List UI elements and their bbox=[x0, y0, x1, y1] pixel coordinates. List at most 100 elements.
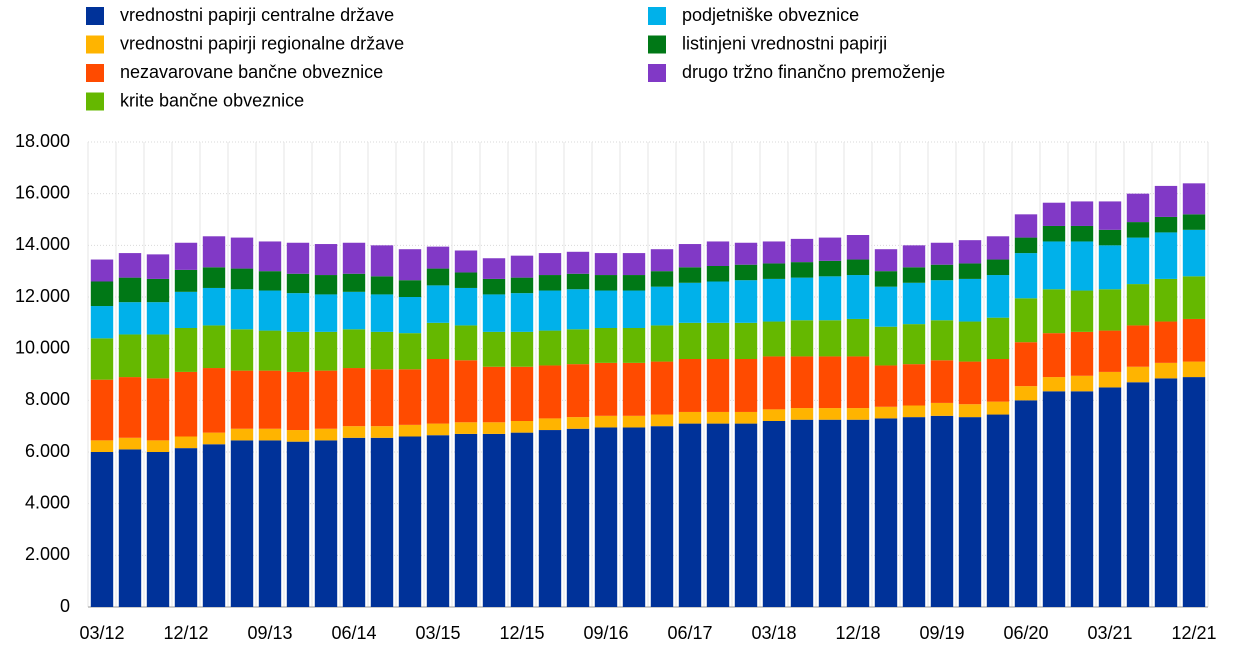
legend-label: listinjeni vrednostni papirji bbox=[682, 33, 887, 53]
bar-segment bbox=[1154, 378, 1178, 607]
bar-segment bbox=[650, 286, 674, 326]
bar-segment bbox=[678, 411, 702, 424]
bar-segment bbox=[342, 273, 366, 292]
legend-swatch bbox=[86, 92, 104, 111]
bar-segment bbox=[874, 418, 898, 607]
bar-segment bbox=[902, 405, 926, 418]
legend-label: vrednostni papirji centralne države bbox=[120, 5, 394, 25]
bar-segment bbox=[174, 328, 198, 372]
y-tick-label: 12.000 bbox=[15, 286, 70, 306]
bar-segment bbox=[566, 329, 590, 365]
bar-segment bbox=[986, 317, 1010, 359]
bar-segment bbox=[846, 318, 870, 357]
bar-segment bbox=[846, 356, 870, 409]
bar-segment bbox=[678, 423, 702, 607]
bar-segment bbox=[118, 277, 142, 303]
bar-segment bbox=[566, 417, 590, 429]
bar-segment bbox=[734, 322, 758, 359]
bar-segment bbox=[342, 291, 366, 330]
bar-segment bbox=[146, 378, 170, 441]
bar-segment bbox=[650, 271, 674, 287]
bar-segment bbox=[118, 334, 142, 378]
bar-segment bbox=[902, 282, 926, 325]
bar-segment bbox=[118, 377, 142, 438]
bar-segment bbox=[930, 242, 954, 265]
bar-segment bbox=[566, 273, 590, 290]
legend-swatch bbox=[648, 35, 666, 54]
bar-segment bbox=[846, 235, 870, 260]
y-tick-label: 6.000 bbox=[25, 441, 70, 461]
bar-segment bbox=[342, 368, 366, 427]
bar-segment bbox=[314, 275, 338, 295]
bar-segment bbox=[706, 266, 730, 282]
bar-segment bbox=[1070, 331, 1094, 376]
bar-segment bbox=[930, 360, 954, 403]
bar-segment bbox=[818, 419, 842, 607]
bar-segment bbox=[286, 242, 310, 274]
bar-segment bbox=[958, 321, 982, 362]
bar-segment bbox=[426, 435, 450, 607]
bar-segment bbox=[1070, 241, 1094, 291]
bar-segment bbox=[734, 423, 758, 607]
bar-segment bbox=[426, 246, 450, 269]
legend-swatch bbox=[648, 7, 666, 25]
bar-segment bbox=[902, 364, 926, 406]
bar-segment bbox=[118, 302, 142, 335]
x-tick-label: 06/14 bbox=[331, 623, 376, 643]
bar-segment bbox=[790, 238, 814, 263]
bar-segment bbox=[90, 338, 114, 380]
bar-segment bbox=[1126, 237, 1150, 285]
bar-segment bbox=[706, 281, 730, 323]
bar-segment bbox=[818, 276, 842, 321]
bar-segment bbox=[986, 236, 1010, 260]
bar-segment bbox=[342, 426, 366, 438]
bar-segment bbox=[1014, 342, 1038, 387]
bar-segment bbox=[958, 417, 982, 607]
bar-segment bbox=[202, 432, 226, 445]
bar-segment bbox=[874, 365, 898, 407]
bar-segment bbox=[482, 258, 506, 279]
bar-segment bbox=[398, 297, 422, 334]
bar-segment bbox=[146, 278, 170, 303]
bar-segment bbox=[174, 436, 198, 449]
bar-segment bbox=[454, 422, 478, 434]
bar-segment bbox=[790, 419, 814, 607]
bar-segment bbox=[874, 249, 898, 272]
bar-segment bbox=[230, 237, 254, 269]
bar-segment bbox=[706, 411, 730, 424]
bar-segment bbox=[426, 268, 450, 286]
bar-segment bbox=[986, 414, 1010, 607]
bar-segment bbox=[818, 356, 842, 409]
bar-segment bbox=[286, 273, 310, 294]
bar-segment bbox=[426, 322, 450, 359]
bar-segment bbox=[930, 280, 954, 321]
x-tick-label: 09/13 bbox=[247, 623, 292, 643]
bar-segment bbox=[622, 415, 646, 428]
bar-segment bbox=[286, 293, 310, 332]
bar-segment bbox=[174, 291, 198, 328]
bar-segment bbox=[286, 331, 310, 372]
bar-segment bbox=[1098, 330, 1122, 372]
bar-segment bbox=[594, 427, 618, 607]
bar-segment bbox=[202, 236, 226, 268]
bar-segment bbox=[622, 427, 646, 607]
bar-segment bbox=[678, 282, 702, 323]
bar-segment bbox=[90, 281, 114, 307]
bar-segment bbox=[762, 321, 786, 357]
bar-segment bbox=[230, 289, 254, 330]
bar-segment bbox=[454, 250, 478, 273]
bar-segment bbox=[1154, 321, 1178, 363]
bar-segment bbox=[594, 328, 618, 363]
bar-segment bbox=[846, 408, 870, 420]
bar-segment bbox=[762, 263, 786, 279]
bar-segment bbox=[594, 290, 618, 328]
x-tick-label: 12/12 bbox=[163, 623, 208, 643]
bar-segment bbox=[202, 368, 226, 433]
y-tick-label: 10.000 bbox=[15, 337, 70, 357]
bar-segment bbox=[370, 276, 394, 295]
legend-label: vrednostni papirji regionalne države bbox=[120, 33, 404, 53]
bar-segment bbox=[258, 370, 282, 429]
bar-segment bbox=[314, 428, 338, 441]
bar-segment bbox=[874, 271, 898, 287]
bar-segment bbox=[566, 428, 590, 607]
